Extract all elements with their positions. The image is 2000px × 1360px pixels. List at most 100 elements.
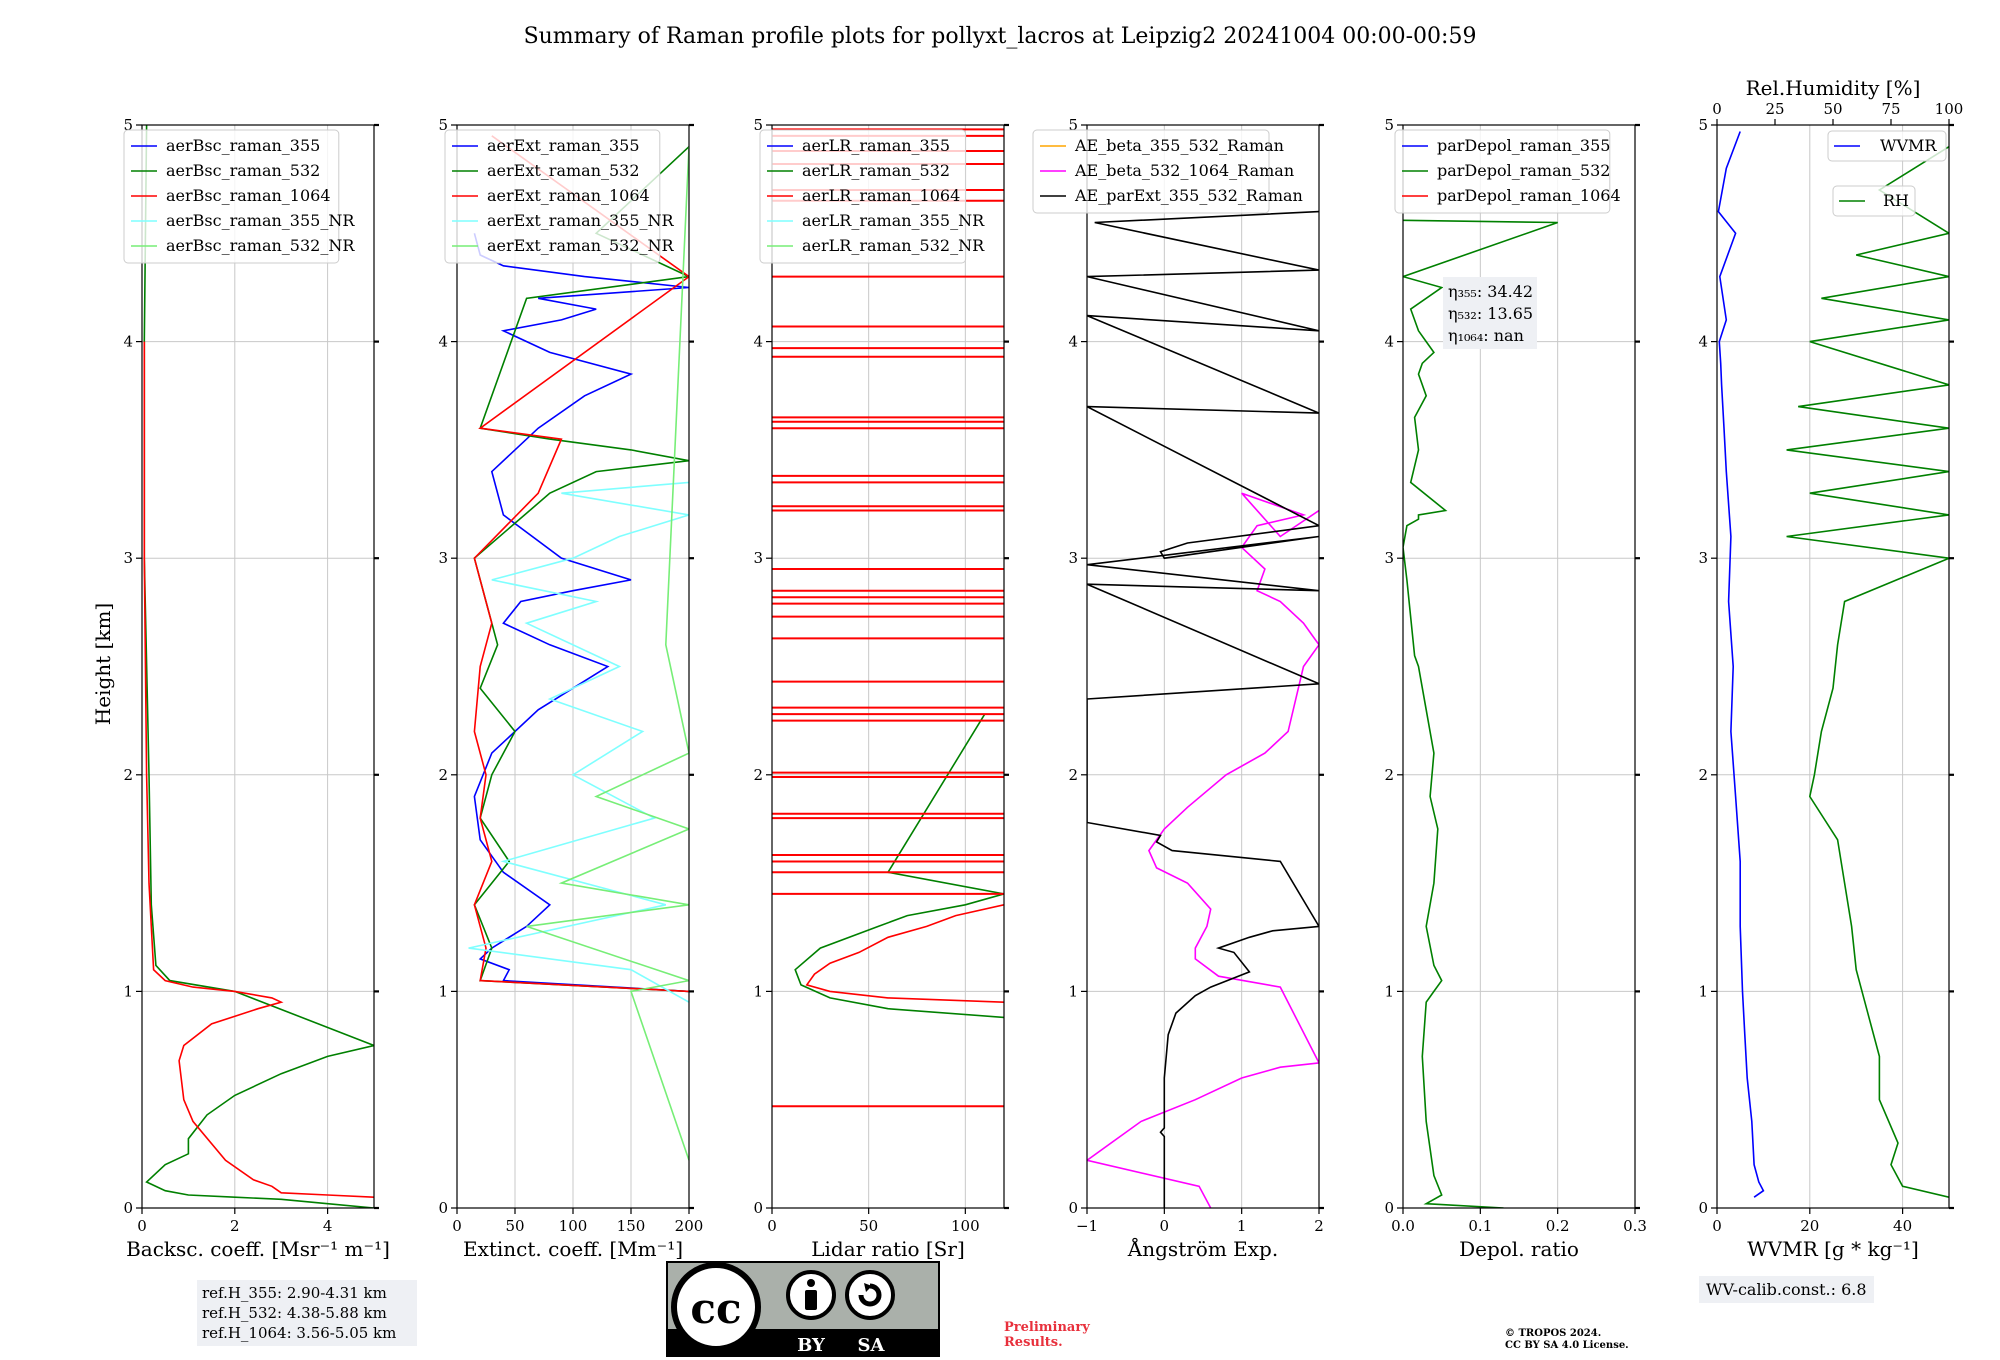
- x2-tick-label: 75: [1881, 100, 1900, 118]
- y-tick-label: 5: [1384, 116, 1394, 134]
- x-tick-label: 0: [1160, 1217, 1170, 1235]
- legend-label: WVMR: [1880, 136, 1937, 155]
- ref-height-532: ref.H_532: 4.38-5.88 km: [202, 1304, 387, 1322]
- preliminary-line-1: Preliminary: [1004, 1320, 1090, 1335]
- y-tick-label: 2: [1698, 766, 1708, 784]
- panel-1: 0 1 2 3 4 5 0 2 4 Backsc. coeff. [Msr⁻¹ m⁻¹] aerBs…: [123, 116, 389, 1261]
- preliminary-note: Preliminary Results.: [1004, 1320, 1090, 1350]
- y-tick-label: 1: [123, 982, 133, 1000]
- series-line-parDepol_raman_532: [1403, 219, 1558, 1208]
- legend-box: [1832, 185, 1916, 217]
- x2-tick-label: 50: [1823, 100, 1842, 118]
- copyright-line-1: © TROPOS 2024.: [1505, 1328, 1602, 1339]
- plot-area: [468, 135, 689, 1161]
- x-tick-label: 0.3: [1623, 1217, 1647, 1235]
- y-tick-label: 1: [1068, 982, 1078, 1000]
- legend: aerBsc_raman_355 aerBsc_raman_532 aerBsc_r…: [123, 129, 355, 264]
- reference-heights-box: ref.H_355: 2.90-4.31 km ref.H_532: 4.38-…: [197, 1280, 417, 1346]
- series-line-AE_parExt_355_532_Raman: [1087, 210, 1319, 1208]
- cc-by-sa-logo: cc BY SA: [666, 1261, 940, 1357]
- ref-height-1064: ref.H_1064: 3.56-5.05 km: [202, 1324, 397, 1342]
- legend-label: aerBsc_raman_355_NR: [166, 211, 355, 230]
- share-alike-icon: [845, 1270, 895, 1320]
- y-tick-label: 3: [1384, 549, 1394, 567]
- legend-label: aerLR_raman_1064: [802, 186, 960, 205]
- x-tick-label: 0.1: [1468, 1217, 1492, 1235]
- y-tick-label: 1: [753, 982, 763, 1000]
- figure-title: Summary of Raman profile plots for polly…: [524, 24, 1477, 49]
- y-tick-label: 0: [123, 1199, 133, 1217]
- legend-label: aerExt_raman_355_NR: [487, 211, 675, 230]
- y-tick-label: 3: [1068, 549, 1078, 567]
- legend-label: aerExt_raman_355: [487, 136, 640, 155]
- plot-area: [143, 125, 374, 1208]
- legend-box: [1394, 129, 1611, 214]
- series-line-aerExt_raman_1064: [473, 135, 689, 993]
- x-tick-label: 40: [1893, 1217, 1912, 1235]
- legend-label: aerLR_raman_355_NR: [802, 211, 985, 230]
- legend-label: aerExt_raman_532: [487, 161, 640, 180]
- x2-tick-label: 100: [1935, 100, 1964, 118]
- y-tick-label: 0: [753, 1199, 763, 1217]
- y-tick-label: 0: [1384, 1199, 1394, 1217]
- legend-label: AE_parExt_355_532_Raman: [1074, 186, 1303, 205]
- legend-box: [123, 129, 340, 264]
- legend: aerLR_raman_355 aerLR_raman_532 aerLR_rama…: [759, 129, 985, 264]
- plot-area: [1717, 131, 1949, 1198]
- legend-label: aerBsc_raman_355: [166, 136, 320, 155]
- x2-tick-label: 0: [1712, 100, 1722, 118]
- x-tick-label: 1: [1237, 1217, 1247, 1235]
- series-line-aerExt_raman_355: [473, 233, 689, 993]
- y-tick-label: 3: [438, 549, 448, 567]
- legend-label: aerLR_raman_355: [802, 136, 950, 155]
- legend-label: aerLR_raman_532_NR: [802, 236, 985, 255]
- y-tick-label: 1: [1698, 982, 1708, 1000]
- axes-frame: [141, 124, 375, 1209]
- wv-calibration-box: WV-calib.const.: 6.8: [1699, 1276, 1874, 1303]
- series-line-aerExt_raman_355_NR: [468, 481, 689, 1003]
- x-axis-label: Ångström Exp.: [1127, 1236, 1278, 1261]
- y-tick-label: 0: [1068, 1199, 1078, 1217]
- y-tick-label: 0: [1698, 1199, 1708, 1217]
- x-axis-label: Extinct. coeff. [Mm⁻¹]: [463, 1237, 683, 1261]
- legend-label: aerBsc_raman_532: [166, 161, 320, 180]
- y-tick-label: 5: [438, 116, 448, 134]
- y-tick-label: 2: [753, 766, 763, 784]
- legend-label: aerExt_raman_532_NR: [487, 236, 675, 255]
- x-tick-label: 150: [617, 1217, 646, 1235]
- x-tick-label: 200: [675, 1217, 704, 1235]
- series-line-aerBsc_raman_532: [143, 125, 374, 1208]
- legend-label: parDepol_raman_1064: [1437, 186, 1621, 205]
- series-line-RH: [1786, 146, 1949, 1198]
- x-axis-label: WVMR [g * kg⁻¹]: [1747, 1237, 1919, 1261]
- axes-frame: [1716, 124, 1950, 1209]
- preliminary-line-2: Results.: [1004, 1335, 1063, 1350]
- x-tick-label: 0: [137, 1217, 147, 1235]
- legend-box: [1827, 130, 1947, 162]
- x-tick-label: 0.0: [1391, 1217, 1415, 1235]
- y-tick-label: 4: [438, 333, 448, 351]
- legend-label: parDepol_raman_355: [1437, 136, 1610, 155]
- y-tick-label: 1: [1384, 982, 1394, 1000]
- y-axis-label: Height [km]: [91, 603, 115, 725]
- y-tick-label: 2: [123, 766, 133, 784]
- legend-box: [759, 129, 967, 264]
- ref-height-355: ref.H_355: 2.90-4.31 km: [202, 1284, 387, 1302]
- annotation-line: η₃₅₅: 34.42: [1448, 282, 1533, 301]
- angstrom-annotation: η₃₅₅: 34.42 η₅₃₂: 13.65 η₁₀₆₄: nan: [1443, 277, 1537, 349]
- plot-area: [1087, 210, 1319, 1208]
- y-tick-label: 4: [123, 333, 133, 351]
- plot-area: [772, 128, 1004, 1108]
- legend-label: aerExt_raman_1064: [487, 186, 650, 205]
- legend: WVMR RH: [1827, 130, 1947, 217]
- x-tick-label: 2: [230, 1217, 240, 1235]
- annotation-line: η₁₀₆₄: nan: [1448, 326, 1524, 345]
- annotation-box: [1443, 277, 1537, 349]
- panel-5: 0 1 2 3 4 5 0.0 0.1 0.2 0.3 Depol. ratio parDepol_r…: [1384, 116, 1646, 1261]
- series-line-WVMR: [1717, 131, 1765, 1198]
- x-tick-label: 100: [559, 1217, 588, 1235]
